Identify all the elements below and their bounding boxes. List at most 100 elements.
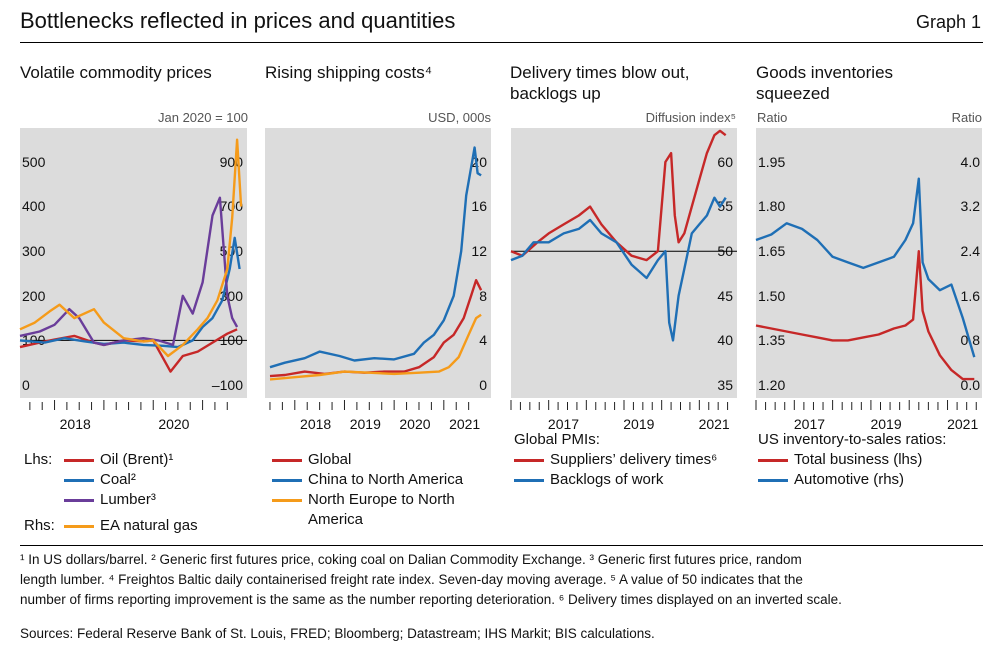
legend-swatch [758, 458, 788, 462]
legend-label: Oil (Brent)¹ [100, 451, 174, 468]
y-tick-right: 40 [717, 332, 733, 348]
footnote-1: ¹ In US dollars/barrel. ² Generic first … [20, 552, 802, 567]
legend-panel-3: Global PMIs: Suppliers’ delivery times⁶ … [514, 430, 754, 490]
legend-item: China to North America [272, 470, 502, 490]
legend-item: Rhs: EA natural gas [24, 516, 254, 536]
legend-item: Lhs: Oil (Brent)¹ [24, 450, 254, 470]
y-tick-right: 0.0 [961, 377, 981, 393]
series-line [755, 177, 976, 358]
lhs-label: Lhs: [24, 451, 53, 468]
legend-panel-2: Global China to North America North Euro… [272, 450, 502, 530]
y-tick-left: 1.35 [758, 332, 785, 348]
panel-3-title: Delivery times blow out, backlogs up [510, 63, 690, 103]
y-tick-left: 500 [22, 154, 46, 170]
legend-swatch [272, 498, 302, 502]
plot-background [265, 128, 491, 398]
legend-swatch [758, 478, 788, 482]
legend-label: Global [308, 451, 352, 468]
legend-swatch [514, 478, 544, 482]
x-tick-label: 2020 [158, 416, 189, 432]
y-tick-right: 60 [717, 154, 733, 170]
x-tick-label: 2019 [623, 416, 654, 432]
y-tick-left: 300 [22, 243, 46, 259]
legend-panel-4: US inventory-to-sales ratios: Total busi… [758, 430, 988, 490]
legend-swatch [514, 458, 544, 462]
legend-item: Automotive (rhs) [758, 470, 988, 490]
x-tick-label: 2017 [548, 416, 579, 432]
y-tick-left: 0 [22, 377, 30, 393]
footnote-2: length lumber. ⁴ Freightos Baltic daily … [20, 572, 803, 587]
chart-title: Bottlenecks reflected in prices and quan… [20, 8, 456, 33]
legend-label: America [308, 511, 364, 528]
legend-label: Total business (lhs) [794, 451, 923, 468]
top-rule [20, 42, 983, 43]
legend-swatch [64, 498, 94, 502]
y-tick-left: 1.50 [758, 288, 785, 304]
y-tick-right: 55 [717, 198, 733, 214]
plot-background [20, 128, 247, 398]
sources: Sources: Federal Reserve Bank of St. Lou… [20, 626, 655, 641]
legend-item: Backlogs of work [514, 470, 754, 490]
legend-label: Automotive (rhs) [794, 471, 905, 488]
y-tick-right: –100 [212, 377, 243, 393]
legend-item: Suppliers’ delivery times⁶ [514, 450, 754, 470]
legend-item: Coal² [24, 470, 254, 490]
legend-heading: US inventory-to-sales ratios: [758, 431, 947, 448]
legend-swatch [64, 458, 94, 462]
legend-swatch [272, 478, 302, 482]
legend-item: North Europe to North [272, 490, 502, 510]
plot-background [511, 128, 737, 398]
y-tick-left: 1.80 [758, 198, 785, 214]
panel-2-unit: USD, 000s [428, 110, 491, 125]
y-tick-right: 16 [471, 198, 487, 214]
series-line [510, 129, 727, 262]
y-tick-right: 3.2 [961, 198, 981, 214]
legend-swatch [64, 524, 94, 528]
plot-background [756, 128, 982, 398]
y-tick-right: 1.6 [961, 288, 981, 304]
x-tick-label: 2020 [399, 416, 430, 432]
legend-label: Coal² [100, 471, 136, 488]
y-tick-right: 300 [220, 288, 244, 304]
legend-swatch [272, 458, 302, 462]
x-tick-label: 2018 [300, 416, 331, 432]
panel-4-unit-right: Ratio [951, 110, 982, 125]
panel-4-unit-left: Ratio [757, 110, 788, 125]
y-tick-right: 8 [479, 288, 487, 304]
y-tick-left: 1.20 [758, 377, 785, 393]
panel-3-unit: Diffusion index⁵ [645, 110, 736, 125]
y-tick-left: 1.65 [758, 243, 785, 259]
y-tick-left: 400 [22, 198, 46, 214]
y-tick-left: 200 [22, 288, 46, 304]
series-line [19, 196, 239, 347]
y-tick-right: 4.0 [961, 154, 981, 170]
series-line [755, 249, 975, 381]
y-tick-right: 35 [717, 377, 733, 393]
panel-4-title: Goods inventories squeezed [756, 63, 894, 103]
x-tick-label: 2021 [947, 416, 978, 432]
series-line [269, 279, 483, 378]
legend-label: China to North America [308, 471, 464, 488]
header: Bottlenecks reflected in prices and quan… [0, 0, 1003, 44]
legend-label: Suppliers’ delivery times⁶ [550, 451, 718, 468]
bottom-rule [20, 545, 983, 546]
y-tick-right: 0 [479, 377, 487, 393]
legend-heading: Global PMIs: [514, 431, 600, 448]
y-tick-right: 45 [717, 288, 733, 304]
panel-1-title: Volatile commodity prices [20, 63, 212, 82]
y-tick-right: 4 [479, 332, 487, 348]
y-tick-right: 12 [471, 243, 487, 259]
legend-item: Lumber³ [24, 490, 254, 510]
x-tick-label: 2018 [60, 416, 91, 432]
legend-item: America [272, 510, 502, 530]
legend-item: Total business (lhs) [758, 450, 988, 470]
footnote-3: number of firms reporting improvement is… [20, 592, 842, 607]
legend-label: Backlogs of work [550, 471, 664, 488]
y-tick-right: 700 [220, 198, 244, 214]
x-tick-label: 2019 [350, 416, 381, 432]
panel-2-title: Rising shipping costs⁴ [265, 63, 432, 82]
x-tick-label: 2017 [794, 416, 825, 432]
legend-item: Global [272, 450, 502, 470]
graph-label: Graph 1 [915, 12, 981, 32]
